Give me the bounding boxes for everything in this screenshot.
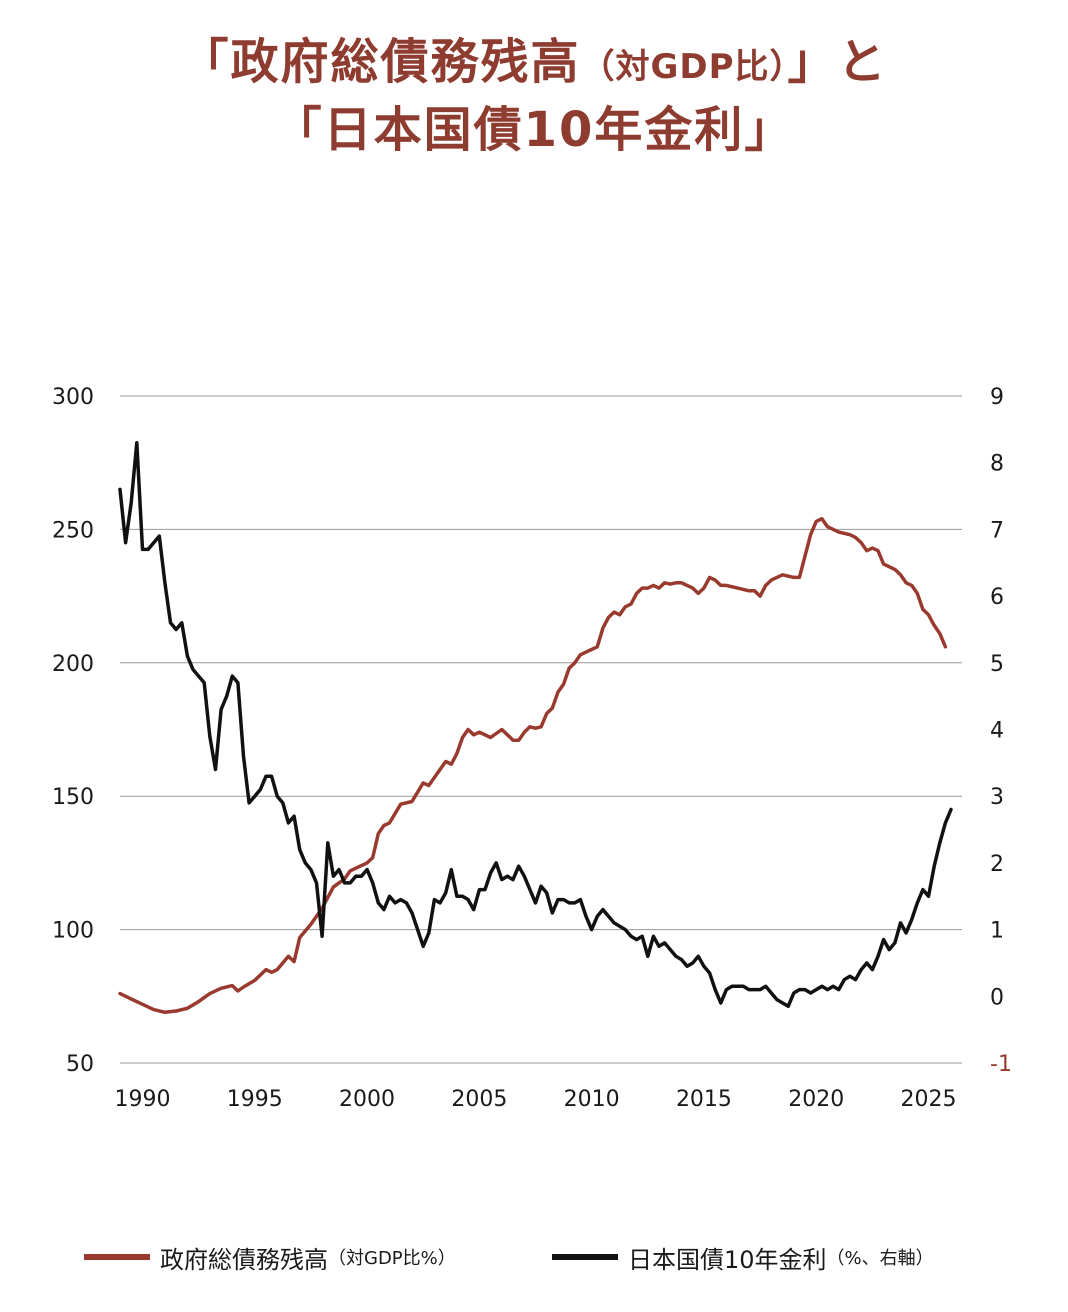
x-tick-label: 2025 [901,1087,957,1112]
title-paren: （対GDP比） [580,47,788,87]
right-tick-label: -1 [990,1052,1012,1077]
right-tick-label: 3 [990,785,1004,810]
title-end: 」と [787,34,888,90]
x-tick-label: 2015 [676,1087,732,1112]
right-tick-label: 5 [990,652,1004,677]
series-lines [118,440,953,1015]
right-tick-label: 7 [990,518,1004,543]
legend-item-yield: 日本国債10年金利 （%、右軸） [552,1240,934,1274]
right-tick-label: 1 [990,919,1004,944]
legend-label-yield: 日本国債10年金利 [628,1245,827,1274]
gridlines [120,395,962,1064]
title-main: 「政府総債務残高 [180,34,581,90]
right-tick-label: 0 [990,985,1004,1010]
right-tick-label: 4 [990,719,1004,744]
legend-paren-debt: （対GDP比%） [328,1248,456,1269]
legend-item-debt: 政府総債務残高 （対GDP比%） [84,1240,456,1274]
right-tick-label: 8 [990,452,1004,477]
x-tick-label: 1990 [114,1087,170,1112]
right-tick-label: 2 [990,852,1004,877]
right-tick-label: 9 [990,385,1004,410]
left-tick-label: 150 [52,785,94,810]
chart-title-line-2: 「日本国債10年金利」 [273,102,795,158]
chart-title-line-1: 「政府総債務残高（対GDP比）」と [0,38,1068,86]
jgb-10y-yield-line [118,440,953,1009]
left-tick-label: 300 [52,385,94,410]
legend-swatch-debt [84,1254,150,1260]
legend-paren-yield: （%、右軸） [826,1248,934,1269]
right-tick-label: 6 [990,585,1004,610]
left-tick-label: 50 [66,1052,94,1077]
left-axis-ticks: 300 250 200 150 100 50 [52,385,94,1077]
right-axis-ticks: 9 8 7 6 5 4 3 2 1 0 -1 [990,385,1012,1077]
x-axis-ticks: 1990 1995 2000 2005 2010 2015 2020 2025 [114,1087,956,1112]
x-tick-label: 2020 [788,1087,844,1112]
x-tick-label: 2000 [339,1087,395,1112]
left-tick-label: 250 [52,518,94,543]
debt-ratio-line [118,516,948,1015]
legend-swatch-yield [552,1254,618,1260]
x-tick-label: 2010 [564,1087,620,1112]
left-tick-label: 100 [52,919,94,944]
left-tick-label: 200 [52,652,94,677]
x-tick-label: 1995 [227,1087,283,1112]
legend-label-debt: 政府総債務残高 [160,1245,328,1274]
x-tick-label: 2005 [451,1087,507,1112]
